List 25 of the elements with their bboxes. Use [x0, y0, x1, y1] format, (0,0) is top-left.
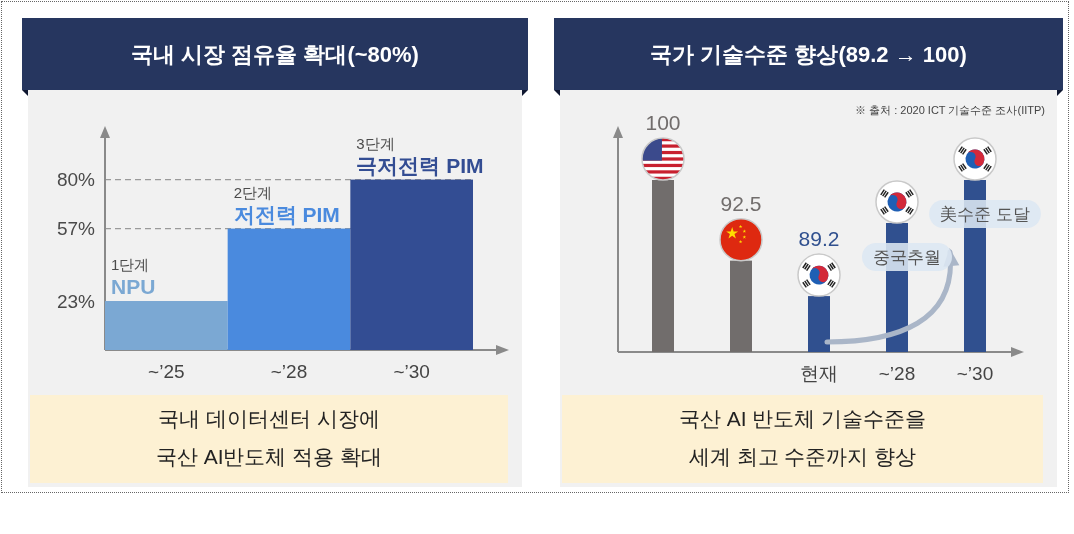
data-label: 92.5 — [720, 191, 762, 215]
chart-title: 국가 기술수준 향상(89.2 → 100) — [650, 42, 967, 67]
bar — [350, 179, 473, 350]
annotation: 3단계 극저전력 PIM — [356, 134, 484, 177]
text: 국내 데이터센터 시장에 국산 AI반도체 적용 확대 — [155, 407, 383, 468]
x-tick-label: 현재 — [800, 363, 838, 384]
y-tick-label: 80% — [56, 169, 96, 191]
bar — [227, 228, 351, 350]
chart-title: 국내 시장 점유율 확대(~80%) — [131, 42, 419, 67]
x-tick-label: ~’28 — [878, 363, 916, 384]
x-tick-label: ~’30 — [393, 361, 430, 382]
y-tick-label: 57% — [56, 218, 96, 240]
annotation: 2단계 저전력 PIM — [233, 183, 340, 226]
data-label: 89.2 — [798, 227, 840, 251]
bar — [105, 301, 228, 350]
annotation: 美수준 도달 — [940, 204, 1030, 224]
text: 국산 AI 반도체 기술수준을 세계 최고 수준까지 향상 — [678, 407, 927, 468]
annotation: 중국추월 — [873, 247, 941, 267]
x-tick-label: ~’25 — [148, 361, 185, 382]
text: ※ 출처 : 2020 ICT 기술수준 조사(IITP) — [855, 104, 1045, 116]
data-label: 100 — [645, 111, 681, 134]
x-tick-label: ~’30 — [956, 363, 994, 384]
x-tick-label: ~’28 — [270, 361, 308, 382]
annotation: 1단계 NPU — [111, 256, 156, 299]
y-tick-label: 23% — [56, 290, 96, 312]
